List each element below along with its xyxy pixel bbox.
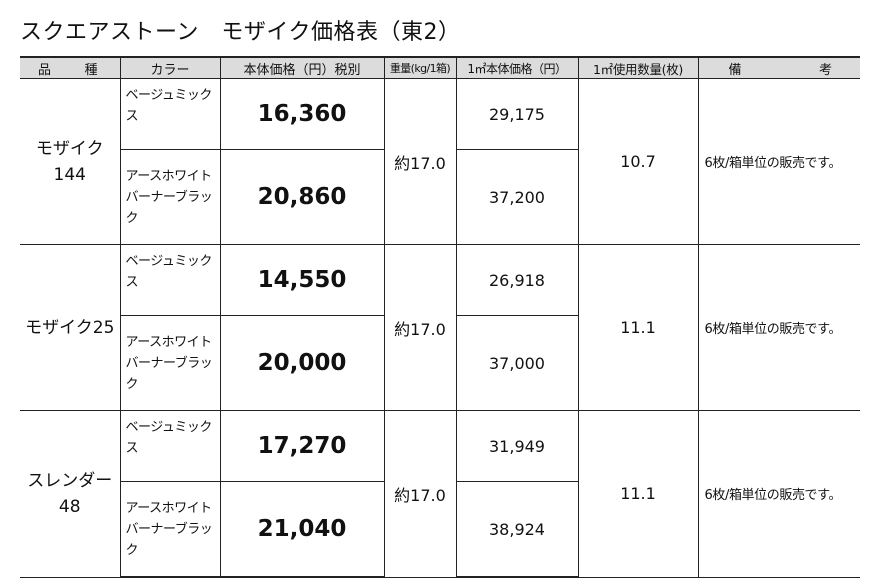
price-cell: 21,040 xyxy=(219,481,384,578)
header-usage: 1㎡使用数量(枚) xyxy=(577,56,698,79)
color-cell: アースホワイト バーナーブラック xyxy=(119,149,220,245)
notes-cell: 6枚/箱単位の販売です。 xyxy=(697,410,860,578)
product-cell: モザイク25 xyxy=(20,244,120,411)
usage-cell: 11.1 xyxy=(577,410,698,578)
weight-cell: 約17.0 xyxy=(383,78,456,245)
table-row: アースホワイト バーナーブラック 20,000 37,000 xyxy=(20,315,860,411)
header-price: 本体価格（円）税別 xyxy=(219,56,384,79)
price-cell: 17,270 xyxy=(219,410,384,482)
sqm-price-cell: 37,200 xyxy=(455,149,578,245)
price-cell: 16,360 xyxy=(219,78,384,150)
sqm-price-cell: 31,949 xyxy=(455,410,578,482)
weight-cell: 約17.0 xyxy=(383,244,456,411)
header-notes: 備考 xyxy=(697,56,860,79)
price-cell: 20,860 xyxy=(219,149,384,245)
table-row: モザイク25 ベージュミックス 14,550 約17.0 26,918 11.1… xyxy=(20,244,860,411)
sqm-price-cell: 37,000 xyxy=(455,315,578,411)
table-row: スレンダー 48 ベージュミックス 17,270 約17.0 31,949 11.… xyxy=(20,410,860,578)
sqm-price-cell: 38,924 xyxy=(455,481,578,578)
table-row: アースホワイト バーナーブラック 21,040 38,924 xyxy=(20,481,860,578)
usage-cell: 11.1 xyxy=(577,244,698,411)
color-cell: ベージュミックス xyxy=(119,78,220,150)
table-row: モザイク 144 ベージュミックス 16,360 約17.0 29,175 10.… xyxy=(20,78,860,245)
notes-cell: 6枚/箱単位の販売です。 xyxy=(697,78,860,245)
header-row: 品種 カラー 本体価格（円）税別 重量(kg/1箱) 1㎡本体価格（円） 1㎡使… xyxy=(20,56,860,79)
header-product: 品種 xyxy=(20,56,120,79)
page-title: スクエアストーン モザイク価格表（東2） xyxy=(20,20,461,45)
notes-cell: 6枚/箱単位の販売です。 xyxy=(697,244,860,411)
color-cell: ベージュミックス xyxy=(119,410,220,482)
table-row: アースホワイト バーナーブラック 20,860 37,200 xyxy=(20,149,860,245)
color-cell: アースホワイト バーナーブラック xyxy=(119,315,220,411)
header-sqm-price: 1㎡本体価格（円） xyxy=(455,56,578,79)
weight-cell: 約17.0 xyxy=(383,410,456,578)
header-weight: 重量(kg/1箱) xyxy=(383,56,456,79)
product-cell: スレンダー 48 xyxy=(20,410,120,578)
color-cell: アースホワイト バーナーブラック xyxy=(119,481,220,578)
header-color: カラー xyxy=(119,56,220,79)
usage-cell: 10.7 xyxy=(577,78,698,245)
sqm-price-cell: 29,175 xyxy=(455,78,578,150)
price-cell: 20,000 xyxy=(219,315,384,411)
sqm-price-cell: 26,918 xyxy=(455,244,578,316)
color-cell: ベージュミックス xyxy=(119,244,220,316)
price-cell: 14,550 xyxy=(219,244,384,316)
product-cell: モザイク 144 xyxy=(20,78,120,245)
price-table: 品種 カラー 本体価格（円）税別 重量(kg/1箱) 1㎡本体価格（円） 1㎡使… xyxy=(20,56,860,578)
